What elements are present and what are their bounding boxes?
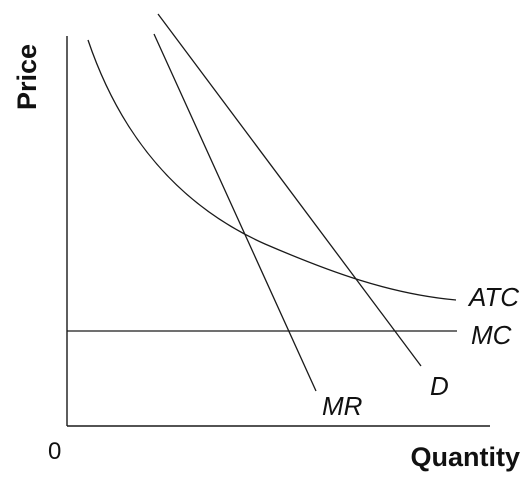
atc-label: ATC xyxy=(467,282,519,312)
demand-label: D xyxy=(430,371,449,401)
origin-label: 0 xyxy=(48,438,61,465)
atc-curve xyxy=(87,39,457,301)
mr-line xyxy=(153,33,317,392)
mr-label: MR xyxy=(322,391,362,421)
mc-label: MC xyxy=(471,320,512,350)
y-axis-title: Price xyxy=(12,44,42,110)
demand-line xyxy=(157,13,422,367)
x-axis-title: Quantity xyxy=(410,442,520,472)
